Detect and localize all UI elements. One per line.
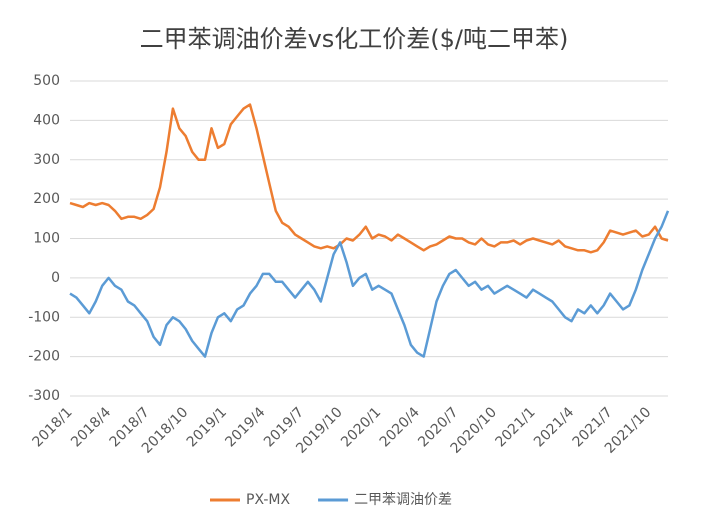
y-tick-label: 0 xyxy=(51,270,60,286)
y-tick-label: 200 xyxy=(33,191,60,207)
series-line xyxy=(69,103,669,254)
y-tick-label: 400 xyxy=(33,112,60,128)
chart-title: 二甲苯调油价差vs化工价差($/吨二甲苯) xyxy=(140,25,569,53)
y-tick-label: -100 xyxy=(28,309,60,325)
y-tick-label: 100 xyxy=(33,231,60,247)
y-tick-label: 300 xyxy=(33,152,60,168)
series-line xyxy=(69,210,670,358)
y-tick-label: -300 xyxy=(28,388,60,404)
legend-label: PX-MX xyxy=(246,492,290,508)
y-tick-label: 500 xyxy=(33,73,60,89)
y-tick-label: -200 xyxy=(28,349,60,365)
legend-label: 二甲苯调油价差 xyxy=(354,491,452,508)
